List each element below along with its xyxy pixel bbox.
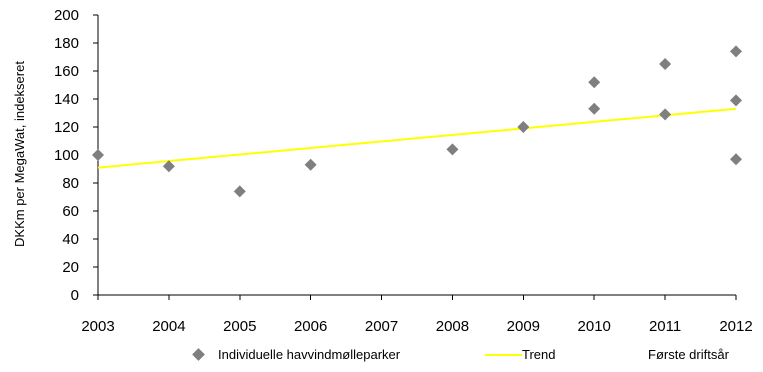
y-tick-label: 120 [54, 119, 79, 136]
y-tick-label: 0 [71, 287, 79, 304]
scatter-point [730, 94, 742, 107]
x-tick-label: 2008 [436, 318, 469, 335]
trend-series [97, 107, 737, 169]
scatter-point [588, 76, 601, 89]
y-tick-label: 160 [54, 63, 79, 80]
legend-marker-individual-parks [192, 348, 205, 361]
scatter-series [92, 45, 742, 198]
x-tick-label: 2009 [507, 318, 540, 335]
x-tick-label: 2011 [649, 318, 681, 335]
scatter-point [517, 121, 530, 133]
scatter-point [730, 45, 742, 58]
y-tick-label: 20 [62, 259, 79, 276]
scatter-point [588, 102, 601, 115]
scatter-point [233, 185, 246, 198]
scatter-point [730, 153, 742, 166]
scatter-point [446, 143, 459, 156]
y-tick-label: 80 [62, 175, 79, 192]
y-axis-label: DKKm per MegaWat, indekseret [12, 61, 27, 247]
scatter-point [659, 58, 672, 70]
x-tick-label: 2006 [294, 318, 327, 335]
scatter-point [162, 160, 175, 173]
x-tick-label: 2004 [152, 318, 185, 335]
axes: 0 20 40 60 80 100 120 140 160 180 200 2003 2004 2005 2… [54, 7, 753, 335]
trend-line [97, 107, 737, 169]
legend: Individuelle havvindmølleparker Trend Fø… [192, 347, 730, 362]
legend-label-individual-parks: Individuelle havvindmølleparker [218, 347, 401, 362]
x-tick-label: 2005 [223, 318, 256, 335]
y-tick-label: 200 [54, 7, 79, 24]
y-axis-label-group: DKKm per MegaWat, indekseret [12, 61, 27, 247]
x-tick-label: 2012 [719, 318, 752, 335]
legend-label-trend: Trend [522, 347, 555, 362]
y-tick-label: 140 [54, 91, 79, 108]
scatter-point [659, 108, 672, 121]
x-tick-label: 2003 [81, 318, 114, 335]
x-tick-label: 2007 [365, 318, 398, 335]
y-tick-label: 180 [54, 35, 79, 52]
scatter-point [304, 158, 317, 171]
y-tick-label: 100 [54, 147, 79, 164]
x-tick-label: 2010 [578, 318, 611, 335]
y-tick-label: 60 [62, 203, 79, 220]
legend-label-first-operation-year: Første driftsår [648, 347, 730, 362]
y-tick-label: 40 [62, 231, 79, 248]
scatter-point [92, 149, 104, 161]
